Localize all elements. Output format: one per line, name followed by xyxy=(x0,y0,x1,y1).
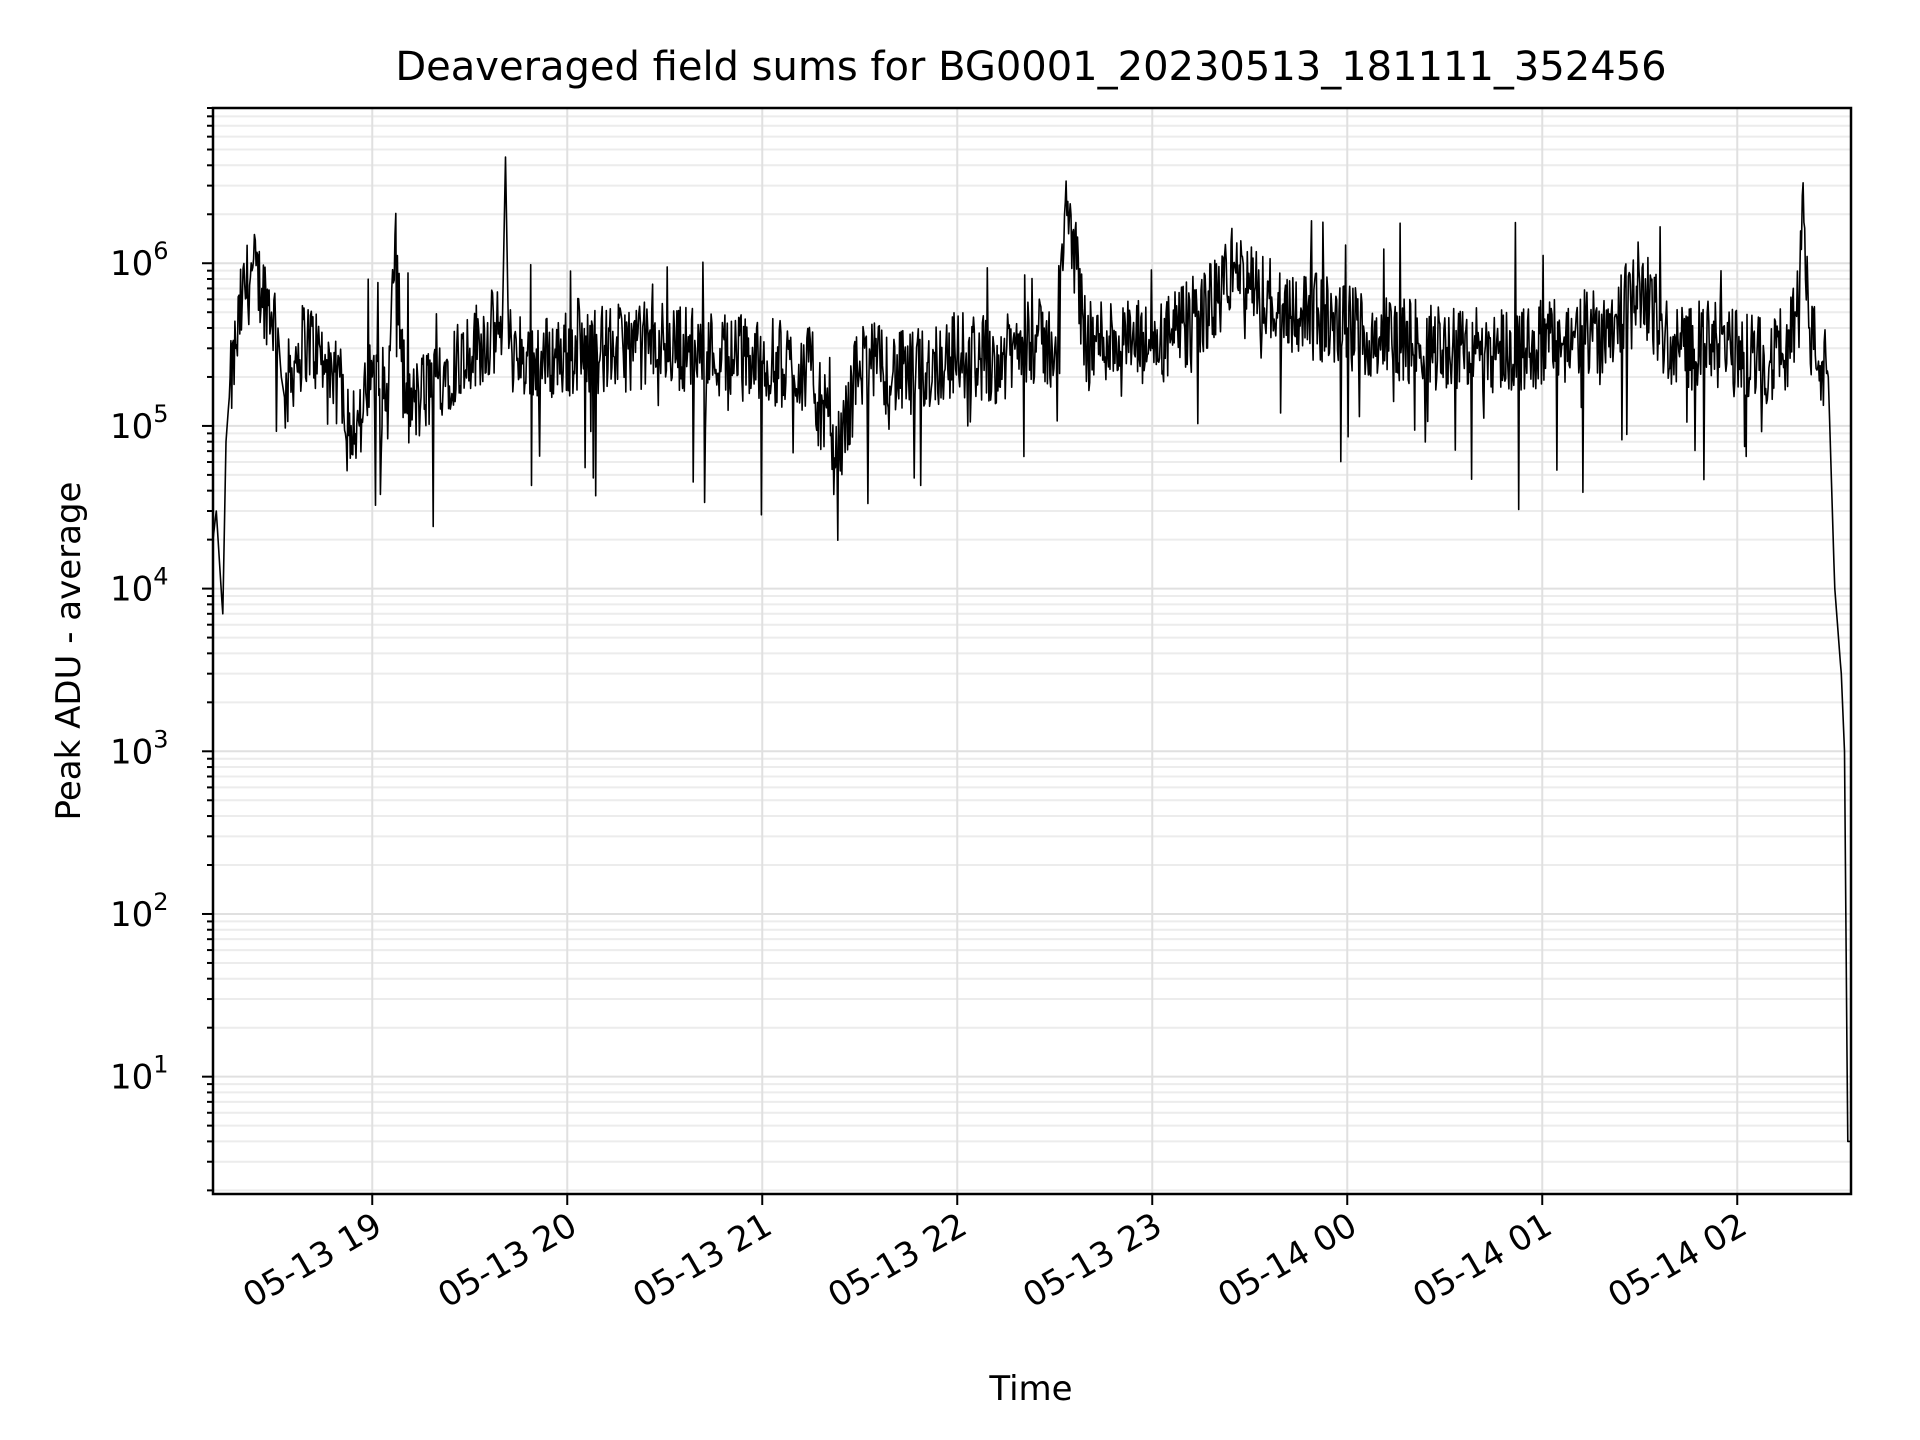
x-tick-label: 05-14 02 xyxy=(1601,1205,1753,1316)
x-tick-label: 05-13 20 xyxy=(431,1205,583,1316)
y-axis-label: Peak ADU - average xyxy=(49,482,89,821)
y-tick-label: 101 xyxy=(110,1051,169,1098)
x-axis: 05-13 19 05-13 20 05-13 21 05-13 22 05-13 23… xyxy=(236,1194,1754,1316)
x-tick-label: 05-14 00 xyxy=(1211,1205,1363,1316)
x-tick-label: 05-14 01 xyxy=(1406,1205,1558,1316)
x-tick-label: 05-13 22 xyxy=(821,1205,973,1316)
grid xyxy=(213,107,1851,1194)
y-tick-label: 103 xyxy=(110,725,169,772)
chart-title: Deaveraged field sums for BG0001_2023051… xyxy=(395,44,1666,90)
x-tick-label: 05-13 23 xyxy=(1016,1205,1168,1316)
y-tick-label: 104 xyxy=(110,563,169,610)
y-axis: 101 102 103 104 105 106 xyxy=(110,107,213,1192)
y-tick-label: 106 xyxy=(110,237,169,284)
x-axis-label: Time xyxy=(988,1369,1072,1409)
y-tick-label: 102 xyxy=(110,888,169,935)
y-tick-label: 105 xyxy=(110,400,169,447)
plot-frame xyxy=(211,106,1853,1196)
x-tick-label: 05-13 19 xyxy=(236,1205,388,1316)
x-tick-label: 05-13 21 xyxy=(626,1205,778,1316)
series-line xyxy=(212,156,1851,1143)
